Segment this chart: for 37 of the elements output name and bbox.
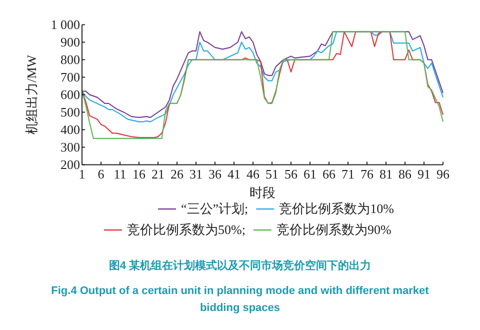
caption: 图4 某机组在计划模式以及不同市场竞价空间下的出力	[108, 258, 372, 274]
x-tick-label: 51	[266, 166, 278, 182]
y-tick-label: 200	[60, 157, 80, 172]
y-tick-label: 300	[60, 140, 80, 155]
x-tick-label: 91	[418, 166, 430, 182]
x-tick-label: 71	[342, 166, 354, 182]
y-tick-label: 1 000	[50, 17, 80, 32]
x-tick-label: 56	[284, 166, 298, 182]
y-tick-label: 500	[60, 104, 80, 120]
x-tick-label: 66	[322, 166, 336, 182]
legend-label: 竞价比例系数为10%	[279, 201, 394, 216]
y-tick-label: 400	[60, 122, 80, 138]
x-tick-label: 11	[114, 166, 126, 182]
x-tick-label: 16	[132, 166, 146, 182]
x-tick-label: 31	[190, 166, 202, 182]
y-tick-label: 600	[60, 87, 80, 102]
x-tick-label: 26	[170, 166, 184, 182]
x-tick-label: 96	[436, 166, 450, 182]
y-axis-title: 机组出力/MW	[24, 54, 39, 134]
y-tick-label: 800	[60, 52, 80, 68]
x-tick-label: 86	[398, 166, 412, 182]
x-tick-label: 36	[208, 166, 222, 182]
x-tick-label: 41	[228, 166, 240, 182]
x-tick-label: 46	[246, 166, 260, 182]
x-tick-label: 76	[360, 166, 374, 182]
x-tick-label: 1	[78, 166, 86, 182]
x-tick-label: 81	[380, 166, 392, 182]
x-axis-title: 时段	[250, 185, 276, 200]
legend-label: 竞价比例系数为90%	[276, 222, 392, 237]
y-tick-label: 700	[60, 70, 80, 85]
legend-label: 竞价比例系数为50%;	[127, 222, 246, 237]
legend-label: “三公”计划;	[181, 201, 248, 216]
x-tick-label: 6	[98, 166, 105, 182]
y-tick-label: 900	[60, 34, 80, 50]
caption: Fig.4 Output of a certain unit in planning mode and with different market bidding spaces	[50, 284, 430, 316]
x-tick-label: 21	[152, 166, 164, 182]
x-tick-label: 61	[304, 166, 316, 182]
